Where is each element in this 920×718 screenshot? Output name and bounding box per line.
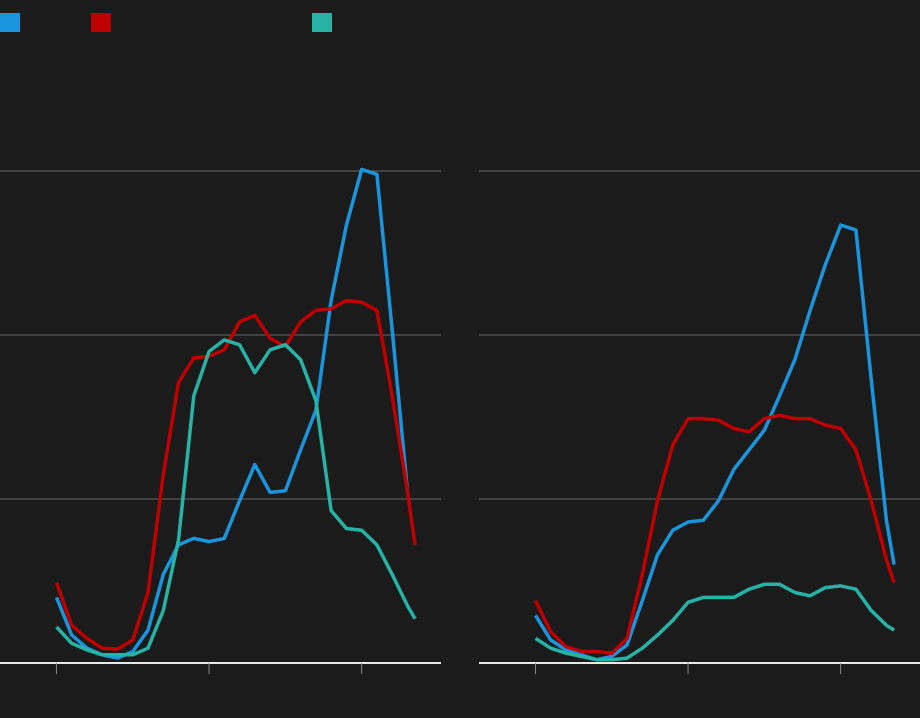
series-line [534, 582, 896, 662]
legend-swatch [91, 13, 111, 32]
legend-swatch [312, 13, 332, 32]
series-line [54, 298, 417, 651]
series-line [533, 413, 896, 655]
legend-swatch [0, 13, 20, 32]
series-line [54, 167, 410, 660]
series-line [55, 338, 417, 657]
series-line [534, 223, 896, 662]
